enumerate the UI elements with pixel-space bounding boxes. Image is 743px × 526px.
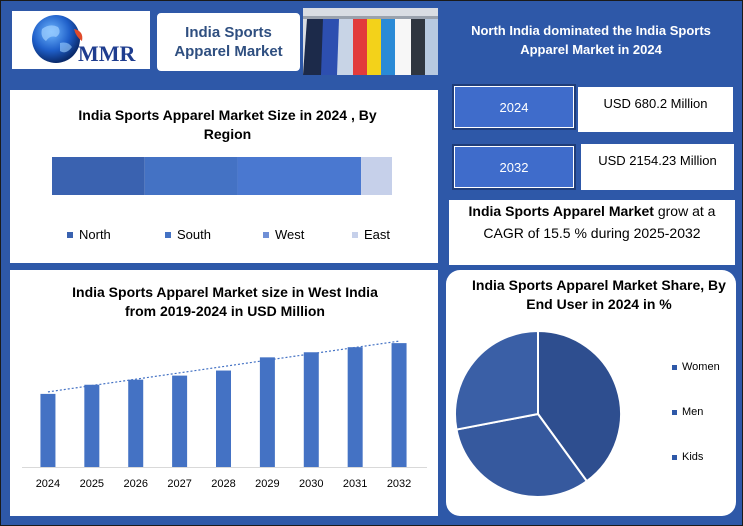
legend-west-swatch	[263, 231, 269, 238]
x-tick-label: 2024	[36, 478, 60, 490]
x-tick-label: 2032	[387, 478, 411, 490]
west-bar-chart: 2024 2025 2026 2027 2028 2029 2030 2031 2032	[22, 340, 427, 490]
market-title: India Sports Apparel Market	[155, 11, 302, 73]
x-tick-label: 2027	[167, 478, 191, 490]
legend-west-label: West	[275, 227, 305, 242]
pie-slice-men	[455, 412, 589, 498]
bar-2030	[303, 352, 319, 467]
pie-chart-title: India Sports Apparel Market Share, By En…	[472, 277, 726, 312]
legend-south-label: South	[177, 227, 211, 242]
x-tick-label: 2029	[255, 478, 279, 490]
pie-legend-women-swatch	[672, 364, 677, 370]
pie-legend-women-label: Women	[682, 361, 720, 373]
year-2032-box: 2032	[452, 144, 576, 190]
legend-north-swatch	[67, 231, 73, 238]
pie-slice-kids	[454, 329, 539, 431]
legend-east-label: East	[364, 227, 391, 242]
pie-legend-women: Women	[672, 361, 720, 373]
x-tick-label: 2031	[343, 478, 367, 490]
legend-east-swatch	[352, 231, 358, 238]
stack-segment-north	[52, 157, 145, 195]
bar-2027	[172, 375, 188, 467]
banner-text: North India dominated the India Sports A…	[471, 23, 711, 57]
bar-2031	[347, 347, 363, 467]
pie-legend-kids-label: Kids	[682, 451, 704, 463]
legend-west: West	[263, 227, 304, 242]
legend-south: South	[165, 227, 211, 242]
bar-2029	[259, 357, 275, 467]
value-2032-box: USD 2154.23 Million	[581, 144, 734, 190]
pie-legend-men-swatch	[672, 409, 677, 415]
west-chart-title: India Sports Apparel Market size in West…	[72, 284, 378, 319]
stack-segment-west	[237, 157, 362, 195]
legend-north-label: North	[79, 227, 111, 242]
value-2024-box: USD 680.2 Million	[578, 87, 733, 132]
pie-legend-kids-swatch	[672, 454, 677, 460]
pie-slice-women	[537, 329, 622, 483]
x-tick-label: 2025	[80, 478, 104, 490]
logo: MMR	[12, 11, 150, 69]
bar-2025	[84, 384, 100, 467]
pie-legend-kids: Kids	[672, 451, 703, 463]
cagr-market-name: India Sports Apparel Market	[468, 203, 654, 219]
x-tick-label: 2030	[299, 478, 323, 490]
region-chart-title: India Sports Apparel Market Size in 2024…	[78, 107, 377, 142]
x-tick-label: 2026	[123, 478, 147, 490]
bar-2024	[40, 393, 56, 467]
x-tick-label: 2028	[211, 478, 235, 490]
cagr-text: India Sports Apparel Market grow at a CA…	[449, 200, 735, 265]
legend-north: North	[67, 227, 111, 242]
trendline	[47, 340, 400, 393]
stack-segment-south	[144, 157, 238, 195]
hero-clothing-image	[303, 8, 438, 75]
pie-legend-men: Men	[672, 406, 703, 418]
end-user-pie-chart	[454, 329, 622, 498]
bar-2032	[391, 343, 407, 467]
bar-2026	[128, 379, 144, 467]
year-2024-box: 2024	[452, 84, 576, 130]
legend-south-swatch	[165, 231, 171, 238]
bar-2028	[216, 370, 231, 467]
pie-legend-men-label: Men	[682, 406, 704, 418]
globe-icon	[32, 15, 80, 63]
cagr-description: grow at a CAGR of 15.5 % during 2025-203…	[483, 203, 716, 241]
logo-text: MMR	[78, 41, 137, 66]
legend-east: East	[352, 227, 390, 242]
region-stacked-bar	[52, 157, 392, 195]
stack-segment-east	[361, 157, 392, 195]
